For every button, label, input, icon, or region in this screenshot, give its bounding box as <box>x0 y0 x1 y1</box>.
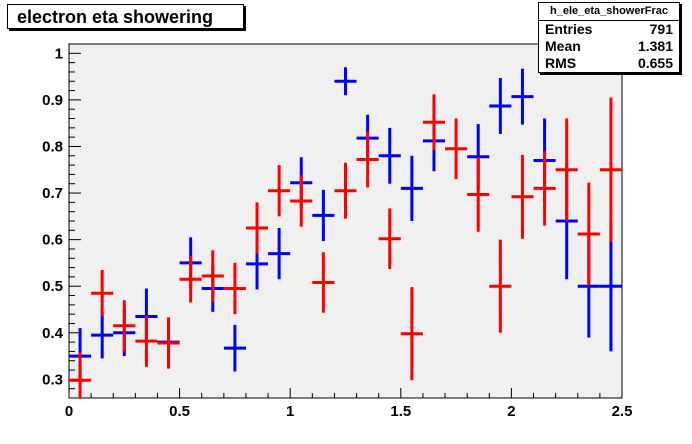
data-point <box>334 162 357 219</box>
data-point <box>135 315 158 367</box>
data-point <box>223 262 246 315</box>
data-point <box>599 97 622 242</box>
x-tick-label: 2 <box>507 403 515 420</box>
data-point <box>356 131 379 188</box>
y-tick-label: 0.3 <box>42 371 63 388</box>
data-point <box>113 300 136 352</box>
stats-row-rms: RMS 0.655 <box>539 55 679 72</box>
y-tick-label: 0.7 <box>42 185 63 202</box>
data-point <box>422 94 446 151</box>
data-point <box>312 252 335 313</box>
y-tick-label: 0.9 <box>42 92 63 109</box>
data-point <box>245 202 269 254</box>
x-tick-label: 1.5 <box>390 403 411 420</box>
y-tick-label: 0.4 <box>42 325 64 342</box>
y-tick-label: 0.8 <box>42 138 63 155</box>
data-point <box>268 227 291 280</box>
data-series-group <box>69 67 622 398</box>
y-tick-label: 0.6 <box>42 232 63 249</box>
stats-value: 1.381 <box>637 38 673 54</box>
data-point <box>378 127 401 184</box>
data-point <box>378 208 401 269</box>
data-point <box>599 221 622 352</box>
stats-label: Entries <box>545 21 593 37</box>
data-point <box>312 189 335 242</box>
x-tick-label: 0 <box>65 403 73 420</box>
data-point <box>91 311 114 359</box>
x-tick-label: 0.5 <box>169 403 190 420</box>
x-tick-label: 1 <box>286 403 294 420</box>
data-point <box>179 255 202 303</box>
data-point <box>489 239 512 333</box>
data-point <box>555 118 578 221</box>
data-point <box>157 317 180 369</box>
data-point <box>223 324 246 372</box>
data-point <box>400 287 423 381</box>
chart-title: electron eta showering <box>7 4 244 29</box>
stats-value: 0.655 <box>637 55 673 71</box>
stats-box: h_ele_eta_showerFrac Entries 791 Mean 1.… <box>538 2 680 73</box>
stats-value: 791 <box>649 21 673 37</box>
data-point <box>201 250 224 302</box>
stats-histogram-name: h_ele_eta_showerFrac <box>539 3 679 21</box>
y-tick-label: 1 <box>55 45 63 62</box>
data-point <box>533 151 556 226</box>
x-tick-label: 2.5 <box>612 403 633 420</box>
stats-row-entries: Entries 791 <box>539 21 679 38</box>
data-point <box>290 175 313 227</box>
data-point <box>489 78 512 134</box>
y-tick-label: 0.5 <box>42 278 63 295</box>
stats-label: RMS <box>545 55 577 71</box>
data-point <box>400 155 423 221</box>
data-point <box>69 352 92 398</box>
data-point <box>334 67 357 96</box>
data-point <box>467 157 490 232</box>
plot-frame <box>68 43 623 399</box>
stats-label: Mean <box>545 38 581 54</box>
data-point <box>445 118 468 180</box>
data-point <box>268 165 291 217</box>
series-1 <box>69 94 622 398</box>
data-point <box>511 68 534 125</box>
data-point <box>577 182 600 286</box>
data-point <box>511 154 534 239</box>
stats-row-mean: Mean 1.381 <box>539 38 679 55</box>
data-point <box>91 269 114 317</box>
